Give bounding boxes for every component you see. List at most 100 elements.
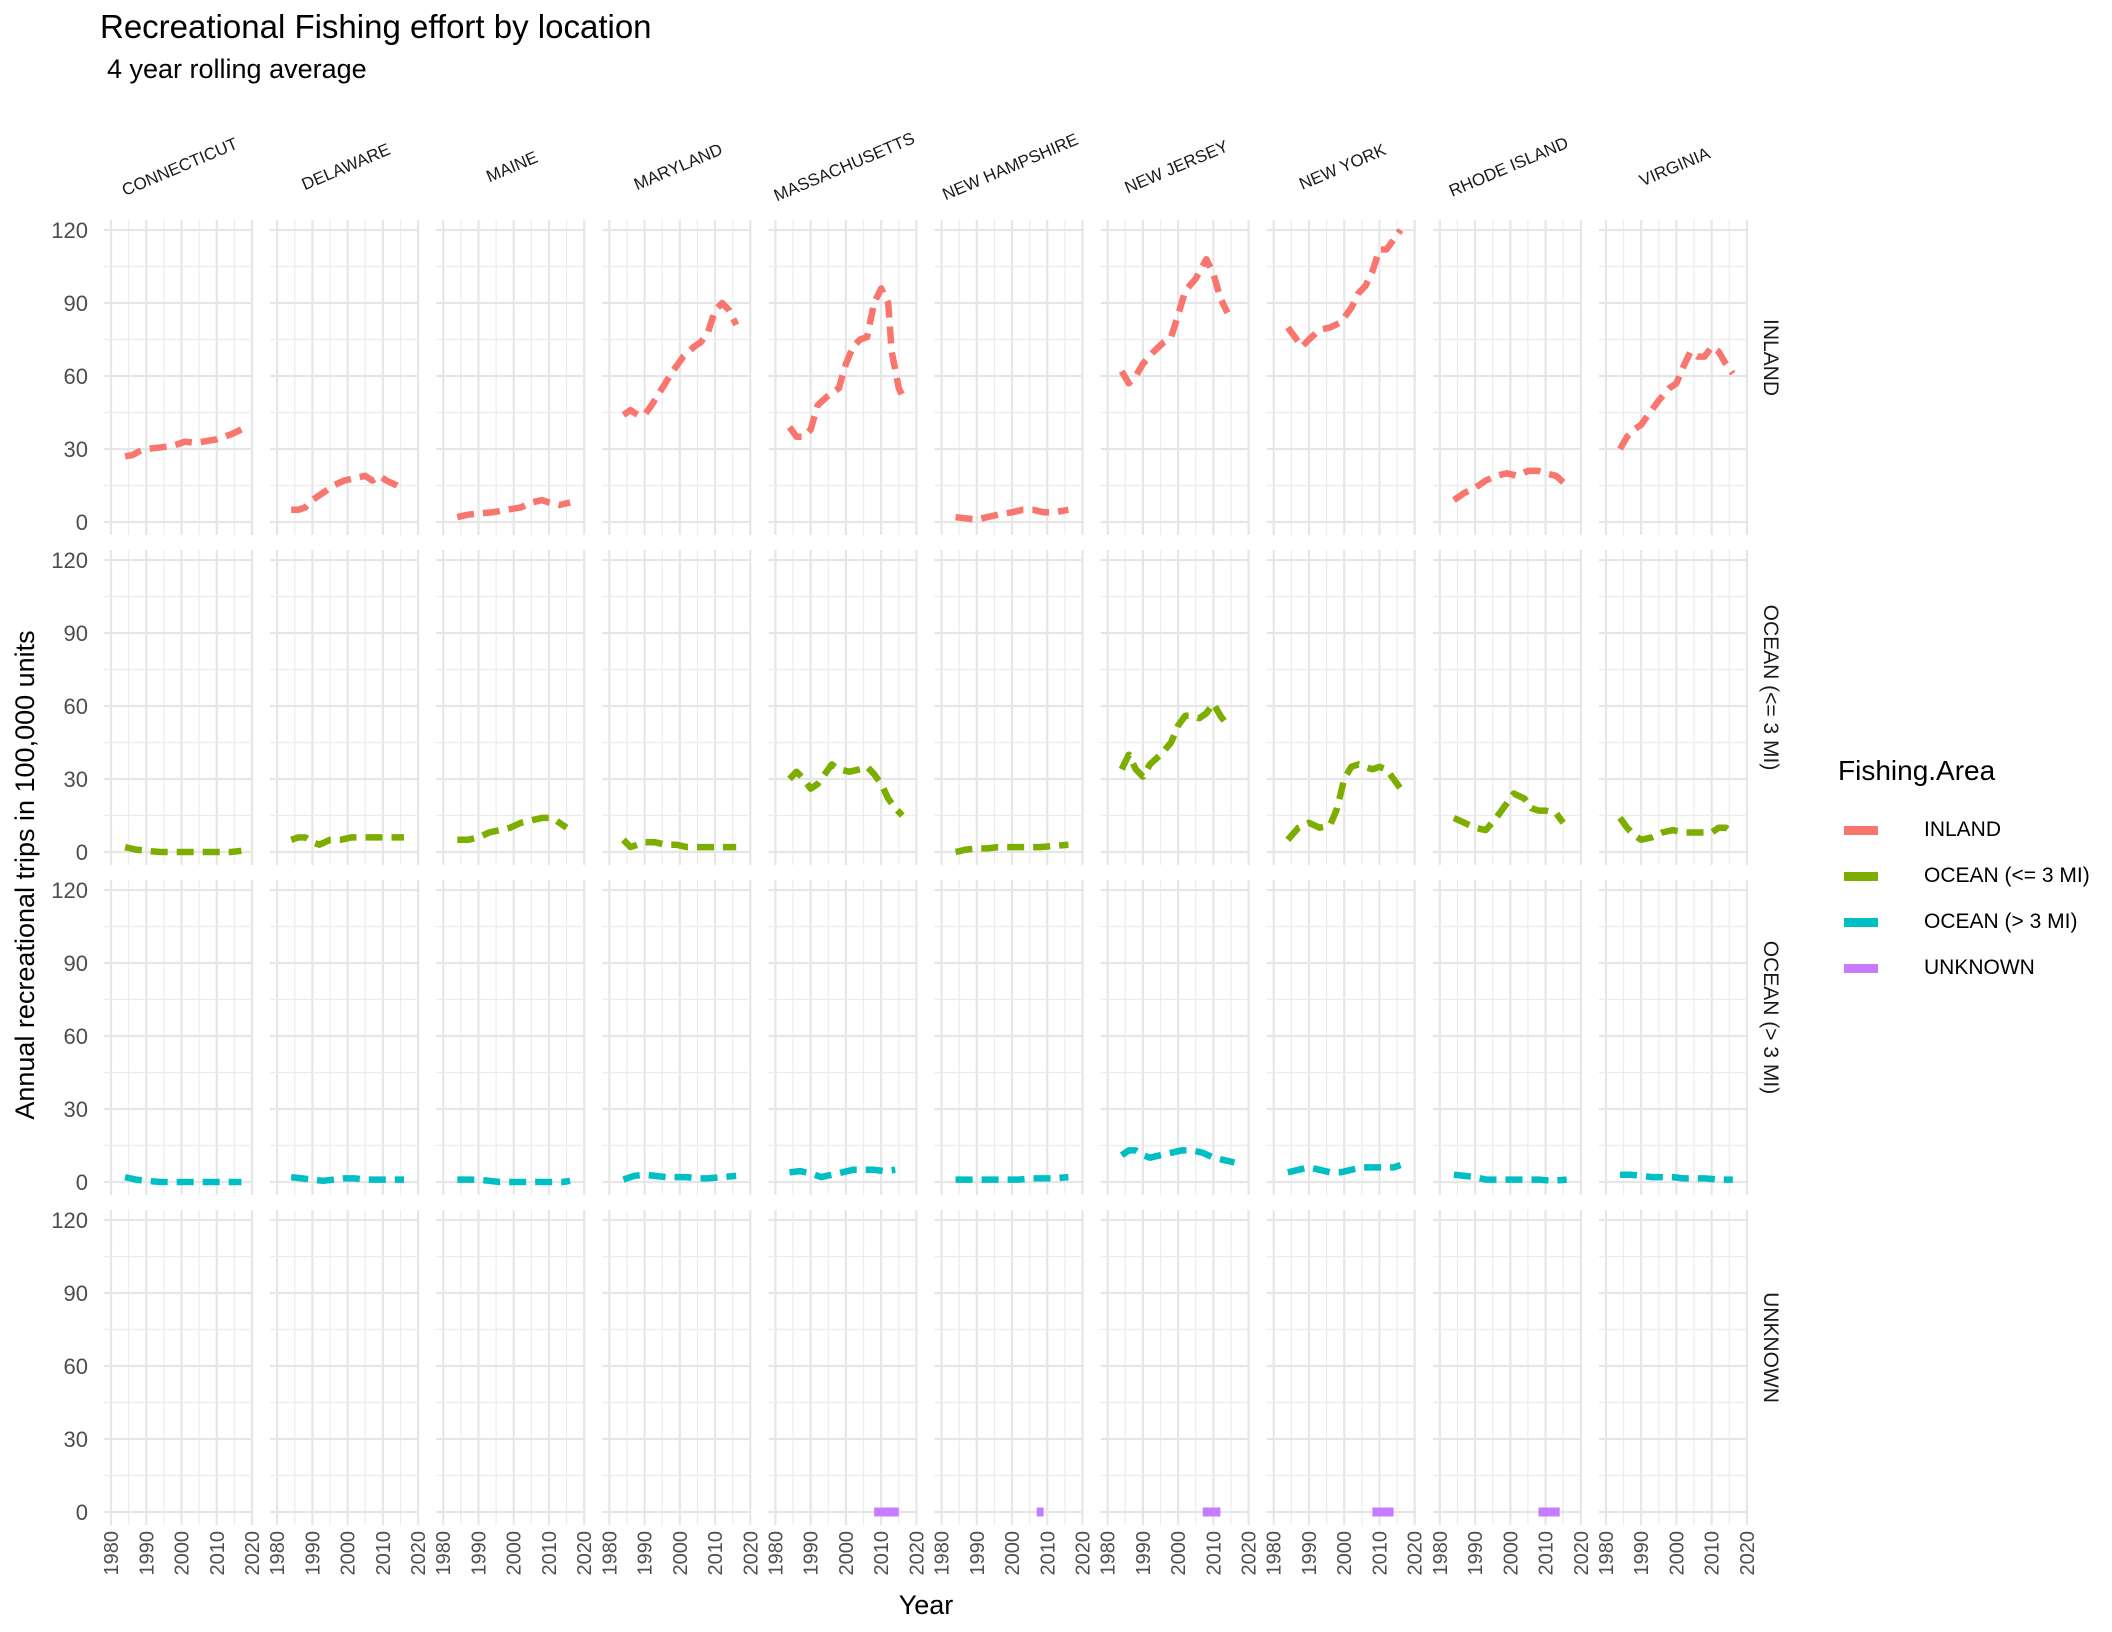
panel-rhode-island-ocean-3-mi (1432, 880, 1582, 1195)
series-line-inland-new-jersey (1118, 255, 1231, 387)
panel-massachusetts-ocean-3-mi (768, 880, 918, 1195)
x-tick-label: 1980 (1596, 1531, 1618, 1576)
x-tick-label: 2000 (172, 1531, 194, 1576)
facet-row-label: INLAND (1759, 319, 1782, 396)
legend-label: UNKNOWN (1924, 956, 2035, 979)
series-line-ocean-3-mi-rhode-island (1453, 1171, 1567, 1185)
facet-column-label: NEW YORK (1296, 140, 1389, 194)
x-tick-label: 2020 (242, 1531, 264, 1576)
x-tick-label: 1980 (101, 1531, 123, 1576)
panel-new-jersey-ocean-3-mi (1100, 880, 1250, 1195)
x-tick-label: 2020 (906, 1531, 928, 1576)
panel-delaware-ocean-3-mi (270, 550, 420, 865)
x-tick-label: 1980 (599, 1531, 621, 1576)
x-tick-label: 2020 (1737, 1531, 1759, 1576)
panel-connecticut-ocean-3-mi (104, 880, 254, 1195)
x-tick-label: 2000 (670, 1531, 692, 1576)
panel-new-york-inland (1266, 220, 1416, 535)
panel-maryland-ocean-3-mi (602, 550, 752, 865)
series-line-ocean-3-mi-virginia (1620, 1171, 1733, 1183)
y-tick-label: 0 (76, 510, 88, 535)
x-tick-label: 2010 (871, 1531, 893, 1576)
legend-key-swatch (1844, 963, 1878, 973)
y-tick-label: 0 (76, 1170, 88, 1195)
legend-key-swatch (1844, 917, 1878, 927)
x-tick-label: 2000 (1334, 1531, 1356, 1576)
x-tick-label: 1980 (1264, 1531, 1286, 1576)
x-tick-label: 2010 (207, 1531, 229, 1576)
facet-column-label: CONNECTICUT (119, 134, 240, 200)
panel-virginia-inland (1598, 220, 1749, 535)
legend-key-swatch (1844, 825, 1878, 835)
facet-column-label: NEW JERSEY (1122, 137, 1231, 198)
x-tick-label: 1980 (433, 1531, 455, 1576)
x-tick-label: 2010 (1203, 1531, 1225, 1576)
panel-maine-inland (436, 220, 586, 535)
legend-label: OCEAN (> 3 MI) (1924, 910, 2078, 933)
panel-massachusetts-unknown (768, 1210, 918, 1525)
x-tick-label: 2000 (1002, 1531, 1024, 1576)
series-line-ocean-3-mi-virginia (1617, 815, 1735, 844)
series-line-ocean-3-mi-new-york (1287, 1161, 1402, 1176)
series-line-ocean-3-mi-maine (457, 1176, 571, 1186)
panel-connecticut-unknown (104, 1210, 254, 1525)
legend-label: OCEAN (<= 3 MI) (1924, 864, 2090, 887)
x-tick-label: 2010 (705, 1531, 727, 1576)
x-tick-label: 1990 (1133, 1531, 1155, 1576)
panel-maryland-inland (602, 220, 752, 535)
y-tick-label: 0 (76, 840, 88, 865)
panel-maine-ocean-3-mi (436, 880, 586, 1195)
series-line-ocean-3-mi-new-jersey (1118, 700, 1231, 780)
x-tick-label: 2000 (1168, 1531, 1190, 1576)
x-tick-label: 2000 (338, 1531, 360, 1576)
x-tick-label: 1990 (1465, 1531, 1487, 1576)
y-tick-label: 60 (64, 1354, 88, 1379)
x-tick-label: 2000 (836, 1531, 858, 1576)
legend-label: INLAND (1924, 818, 2002, 841)
series-line-inland-delaware (291, 472, 406, 514)
y-tick-label: 90 (64, 1281, 88, 1306)
y-tick-label: 30 (64, 1097, 88, 1122)
y-tick-label: 30 (64, 767, 88, 792)
x-tick-label: 1990 (1299, 1531, 1321, 1576)
series-line-inland-virginia (1617, 343, 1736, 451)
x-tick-label: 2020 (740, 1531, 762, 1576)
y-tick-label: 120 (51, 1208, 88, 1233)
series-ocean-3-mi (124, 1147, 1733, 1186)
series-line-ocean-3-mi-connecticut (124, 1173, 242, 1186)
x-tick-label: 1980 (765, 1531, 787, 1576)
facet-row-label: UNKNOWN (1759, 1292, 1782, 1403)
facet-row-label: OCEAN (> 3 MI) (1759, 941, 1782, 1094)
series-line-ocean-3-mi-new-hampshire (954, 841, 1069, 856)
legend: Fishing.Area INLAND OCEAN (<= 3 MI) OCEAN … (1838, 755, 2090, 991)
x-tick-label: 1990 (1631, 1531, 1653, 1576)
x-tick-label: 2010 (1702, 1531, 1724, 1576)
x-tick-label: 2020 (1405, 1531, 1427, 1576)
y-tick-label: 120 (51, 218, 88, 243)
series-line-ocean-3-mi-new-york (1285, 761, 1404, 842)
chart-subtitle: 4 year rolling average (107, 54, 367, 84)
legend-item-ocean-3-mi: OCEAN (> 3 MI) (1838, 899, 2090, 945)
panel-virginia-ocean-3-mi (1598, 880, 1749, 1195)
panel-delaware-ocean-3-mi (270, 880, 420, 1195)
panel-new-jersey-ocean-3-mi (1100, 550, 1250, 865)
panel-new-york-ocean-3-mi (1266, 880, 1416, 1195)
x-tick-label: 2010 (373, 1531, 395, 1576)
y-tick-label: 90 (64, 291, 88, 316)
series-line-ocean-3-mi-delaware (290, 834, 404, 848)
y-tick-label: 120 (51, 878, 88, 903)
x-tick-label: 2010 (539, 1531, 561, 1576)
series-line-inland-maryland (621, 299, 740, 419)
panel-new-york-ocean-3-mi (1266, 550, 1416, 865)
panel-rhode-island-unknown (1432, 1210, 1582, 1525)
y-tick-label: 60 (64, 364, 88, 389)
panel-massachusetts-ocean-3-mi (768, 550, 918, 865)
x-tick-label: 2020 (408, 1531, 430, 1576)
x-tick-label: 2010 (1536, 1531, 1558, 1576)
facet-row-label: OCEAN (<= 3 MI) (1759, 605, 1782, 771)
series-inland (124, 228, 1736, 523)
x-tick-label: 1980 (1430, 1531, 1452, 1576)
legend-item-ocean-3-mi: OCEAN (<= 3 MI) (1838, 853, 2090, 899)
legend-item-inland: INLAND (1838, 807, 2090, 853)
panel-new-hampshire-inland (934, 220, 1084, 535)
